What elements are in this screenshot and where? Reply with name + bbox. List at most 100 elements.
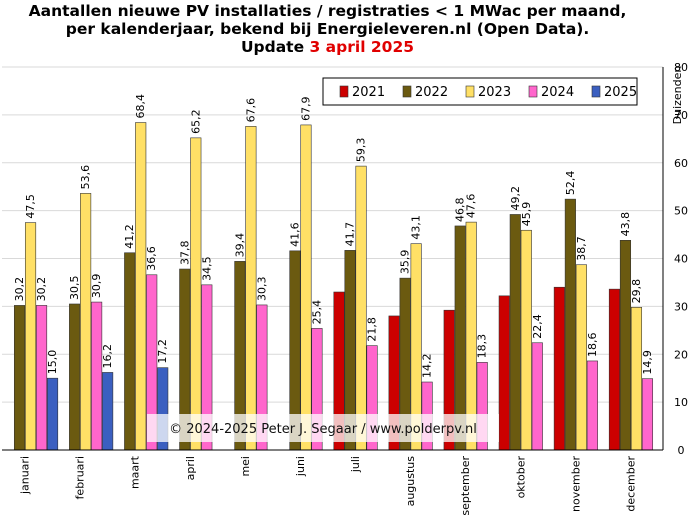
bar-label: 46,8 (454, 197, 467, 222)
bar-2024-januari (35, 305, 48, 451)
bar-label: 37,8 (178, 241, 191, 266)
y-tick-label: 60 (674, 157, 688, 170)
y-tick-label: 40 (674, 253, 688, 266)
y-tick-label: 0 (678, 444, 685, 457)
bar-2023-oktober (520, 229, 532, 451)
bar-label: 43,1 (410, 215, 423, 240)
title-update-prefix: Update (240, 38, 310, 56)
bar-label: 30,2 (13, 277, 26, 302)
bar-label: 30,5 (68, 275, 81, 300)
x-tick-label: december (624, 456, 637, 512)
title-line-3: Update 3 april 2025 (0, 38, 655, 56)
bar-label: 45,9 (520, 202, 533, 227)
bar-label: 41,2 (123, 224, 136, 249)
bar-2021-oktober (498, 295, 510, 451)
bar-label: 41,7 (344, 222, 357, 247)
bar-2024-oktober (531, 342, 543, 451)
y-tick-label: 10 (674, 396, 688, 409)
x-tick-label: februari (74, 456, 87, 499)
legend-label-2023: 2023 (478, 85, 511, 100)
bar-label: 14,9 (641, 350, 654, 375)
x-tick-label: april (184, 456, 197, 480)
bar-2022-maart (124, 252, 136, 451)
bars (13, 122, 654, 451)
watermark-text: © 2024-2025 Peter J. Segaar / www.polder… (169, 422, 477, 437)
x-tick-label: augustus (404, 456, 417, 507)
x-tick-label: juni (294, 456, 307, 477)
x-tick-label: januari (19, 456, 32, 495)
bar-2024-november (586, 360, 598, 451)
bar-2022-februari (69, 303, 81, 451)
y-tick-labels: 0 10 20 30 40 50 60 70 80 (674, 61, 688, 457)
axes (2, 67, 664, 451)
bar-label: 14,2 (421, 354, 434, 379)
bar-label: 68,4 (134, 94, 147, 119)
title-update-date: 3 april 2025 (309, 38, 415, 56)
bar-label: 21,8 (366, 317, 379, 342)
bar-2021-november (553, 286, 565, 451)
bar-label: 30,9 (90, 274, 103, 299)
bar-label: 47,6 (465, 194, 478, 219)
bar-label: 67,9 (299, 96, 312, 121)
bar-2024-februari (91, 301, 103, 451)
x-tick-label: september (459, 456, 472, 516)
x-tick-label: november (569, 456, 582, 512)
bar-label: 39,4 (233, 233, 246, 258)
bar-label: 35,9 (399, 250, 412, 275)
bar-label: 67,6 (244, 98, 257, 123)
bar-label: 41,6 (288, 222, 301, 247)
bar-2023-juli (355, 165, 367, 451)
bar-2023-december (630, 307, 643, 451)
bar-label: 29,8 (630, 279, 643, 304)
y-axis-label: Duizenden (671, 66, 684, 125)
bar-label: 52,4 (564, 171, 577, 196)
x-tick-label: oktober (514, 456, 527, 499)
bar-2025-januari (46, 377, 59, 451)
bar-2023-februari (80, 193, 92, 451)
bar-label: 30,3 (255, 276, 268, 301)
legend-label-2024: 2024 (541, 85, 574, 100)
bar-2022-december (619, 240, 632, 451)
bar-label: 15,0 (46, 350, 59, 375)
bar-label: 17,2 (156, 339, 169, 364)
bar-label: 25,4 (310, 300, 323, 325)
x-tick-label: maart (129, 455, 142, 489)
legend-swatch-2021 (339, 85, 349, 98)
y-tick-label: 70 (674, 109, 688, 122)
bar-label: 36,6 (145, 246, 158, 271)
legend-label-2021: 2021 (352, 85, 385, 100)
bar-label: 65,2 (189, 109, 202, 134)
legend-label-2025: 2025 (604, 85, 637, 100)
bar-2022-oktober (509, 214, 521, 451)
bar-2022-januari (13, 305, 26, 451)
legend-swatch-2024 (528, 85, 538, 98)
grid-lines (2, 66, 663, 451)
bar-2025-februari (102, 372, 114, 451)
bar-label: 34,5 (200, 256, 213, 281)
chart-title: Aantallen nieuwe PV installaties / regis… (0, 2, 655, 56)
y-tick-label: 20 (674, 348, 688, 361)
legend-swatch-2022 (402, 85, 412, 98)
bar-2023-april (190, 137, 202, 451)
bar-label: 43,8 (619, 212, 632, 237)
bar-value-labels: 30,2 47,5 30,2 15,0 30,5 53,6 30,9 16,2 41,2 68,4… (13, 94, 654, 378)
legend-box (322, 77, 638, 106)
x-tick-label: juli (349, 456, 362, 473)
bar-label: 16,2 (101, 344, 114, 369)
bar-2024-december (641, 378, 654, 451)
title-line-2: per kalenderjaar, bekend bij Energieleve… (65, 20, 590, 38)
bar-2021-december (608, 288, 621, 451)
title-line-1: Aantallen nieuwe PV installaties / regis… (28, 2, 627, 20)
bar-label: 30,2 (35, 277, 48, 302)
bar-label: 49,2 (509, 186, 522, 211)
bar-label: 47,5 (24, 194, 37, 219)
bar-label: 38,7 (575, 236, 588, 261)
y-tick-label: 30 (674, 300, 688, 313)
bar-label: 18,3 (476, 334, 489, 359)
x-tick-labels: januari februari maart april mei juni juli augu… (19, 455, 638, 515)
bar-label: 18,6 (586, 332, 599, 357)
bar-2023-maart (135, 122, 147, 451)
bar-2023-januari (24, 222, 37, 451)
legend: 2021 2022 2023 2024 2025 (322, 77, 638, 106)
